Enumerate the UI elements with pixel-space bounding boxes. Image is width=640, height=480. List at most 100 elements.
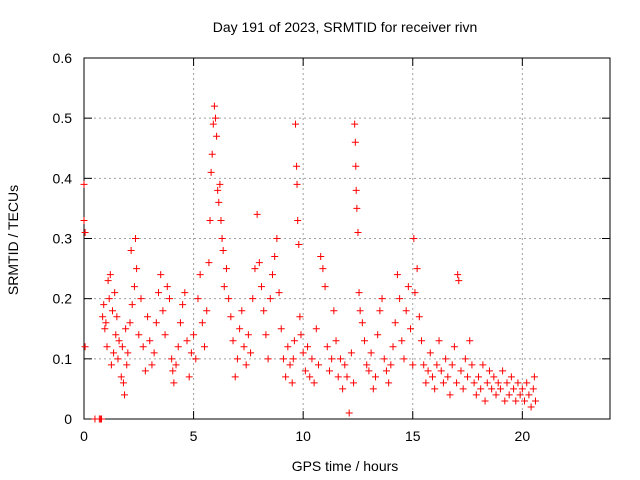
- x-tick-label: 15: [405, 428, 421, 444]
- data-point: [363, 361, 371, 369]
- data-point: [380, 355, 388, 363]
- data-point: [310, 379, 318, 387]
- data-point: [450, 343, 458, 351]
- data-point: [490, 373, 498, 381]
- data-point: [415, 313, 423, 321]
- data-point: [306, 373, 314, 381]
- data-point: [409, 361, 417, 369]
- data-point: [214, 186, 222, 194]
- data-point: [170, 379, 178, 387]
- data-point: [251, 265, 259, 273]
- data-point: [290, 337, 298, 345]
- data-point: [361, 337, 369, 345]
- data-point: [466, 337, 474, 345]
- data-point: [183, 337, 191, 345]
- data-point: [472, 391, 480, 399]
- data-point: [190, 331, 198, 339]
- chart-title: Day 191 of 2023, SRMTID for receiver riv…: [213, 19, 478, 35]
- data-point: [176, 319, 184, 327]
- data-point: [104, 277, 112, 285]
- data-point: [293, 180, 301, 188]
- data-point: [332, 337, 340, 345]
- data-point: [459, 385, 467, 393]
- data-point: [168, 355, 176, 363]
- data-point: [339, 385, 347, 393]
- data-point: [385, 379, 393, 387]
- data-point: [146, 337, 154, 345]
- data-point: [127, 247, 135, 255]
- data-point: [315, 361, 323, 369]
- data-point: [271, 253, 279, 261]
- data-point: [343, 373, 351, 381]
- data-point: [165, 295, 173, 303]
- data-point: [152, 319, 160, 327]
- data-point: [99, 313, 107, 321]
- data-point: [439, 379, 447, 387]
- data-point: [428, 373, 436, 381]
- data-point: [207, 168, 215, 176]
- data-point: [407, 325, 415, 333]
- data-point: [115, 337, 123, 345]
- data-point: [317, 253, 325, 261]
- data-point: [404, 283, 412, 291]
- data-point: [194, 295, 202, 303]
- data-point: [284, 343, 292, 351]
- data-point: [114, 355, 122, 363]
- data-point: [393, 271, 401, 279]
- data-point: [530, 373, 538, 381]
- data-point: [185, 373, 193, 381]
- data-point: [122, 325, 130, 333]
- data-point: [367, 349, 375, 357]
- data-point: [227, 313, 235, 321]
- data-point: [354, 228, 362, 236]
- data-point: [205, 259, 213, 267]
- y-tick-label: 0.4: [53, 170, 73, 186]
- data-point: [420, 361, 428, 369]
- data-point: [157, 271, 165, 279]
- data-point: [108, 307, 116, 315]
- data-point: [275, 289, 283, 297]
- data-point: [216, 180, 224, 188]
- data-point: [501, 397, 509, 405]
- data-point: [455, 277, 463, 285]
- data-point: [374, 331, 382, 339]
- y-tick-label: 0.2: [53, 291, 73, 307]
- data-point: [371, 373, 379, 381]
- data-point: [206, 216, 214, 224]
- data-point: [461, 355, 469, 363]
- data-point: [102, 319, 110, 327]
- data-point: [442, 355, 450, 363]
- data-point: [402, 307, 410, 315]
- data-point: [347, 349, 355, 357]
- data-point: [312, 325, 320, 333]
- data-point: [100, 301, 108, 309]
- data-point: [107, 361, 115, 369]
- data-point: [389, 343, 397, 351]
- data-point: [514, 379, 522, 387]
- data-point: [291, 120, 299, 128]
- data-point: [319, 265, 327, 273]
- x-tick-label: 5: [190, 428, 198, 444]
- data-point: [330, 307, 338, 315]
- data-point: [209, 120, 217, 128]
- data-point: [457, 367, 465, 375]
- data-point: [437, 367, 445, 375]
- data-point: [130, 283, 138, 291]
- data-point: [279, 355, 287, 363]
- data-point: [531, 397, 539, 405]
- data-point: [454, 271, 462, 279]
- data-point: [488, 385, 496, 393]
- data-point: [350, 379, 358, 387]
- data-point: [249, 295, 257, 303]
- data-point: [521, 397, 529, 405]
- data-point: [391, 319, 399, 327]
- data-point: [296, 313, 304, 321]
- data-point: [123, 361, 131, 369]
- data-point: [505, 391, 513, 399]
- y-tick-label: 0.5: [53, 110, 73, 126]
- data-point: [196, 271, 204, 279]
- data-point: [411, 289, 419, 297]
- data-point: [510, 385, 518, 393]
- data-point: [255, 259, 263, 267]
